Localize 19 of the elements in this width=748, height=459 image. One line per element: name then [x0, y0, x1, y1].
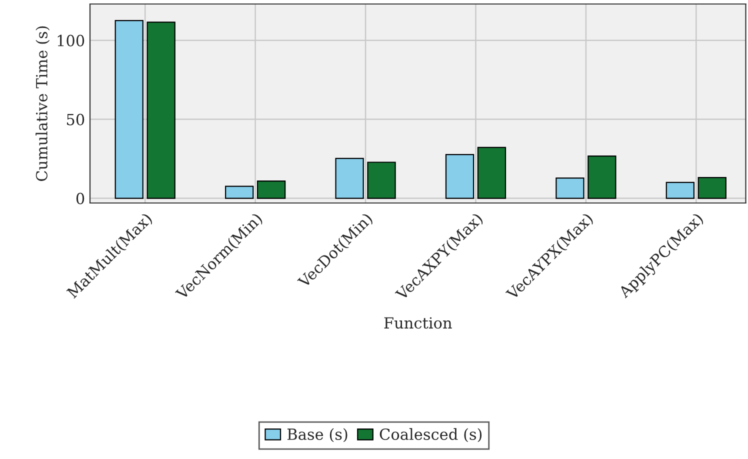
y-tick-label: 100 — [58, 34, 84, 46]
bar — [114, 20, 144, 199]
bar — [225, 186, 254, 199]
y-tick-label: 0 — [76, 192, 84, 204]
bar — [477, 146, 506, 199]
legend-label: Coalesced (s) — [380, 428, 482, 442]
bar — [335, 158, 364, 199]
bar — [556, 177, 584, 199]
bar — [256, 180, 286, 199]
bar — [588, 156, 616, 199]
bar — [367, 162, 396, 199]
bar — [445, 154, 474, 199]
bar — [666, 182, 695, 199]
y-tick-label: 50 — [66, 114, 84, 126]
bar — [146, 22, 176, 199]
x-axis-title: Function — [384, 317, 452, 329]
y-axis-title: Cumulative Time (s) — [36, 26, 50, 181]
bar — [698, 177, 726, 199]
legend-label: Base (s) — [287, 428, 348, 442]
